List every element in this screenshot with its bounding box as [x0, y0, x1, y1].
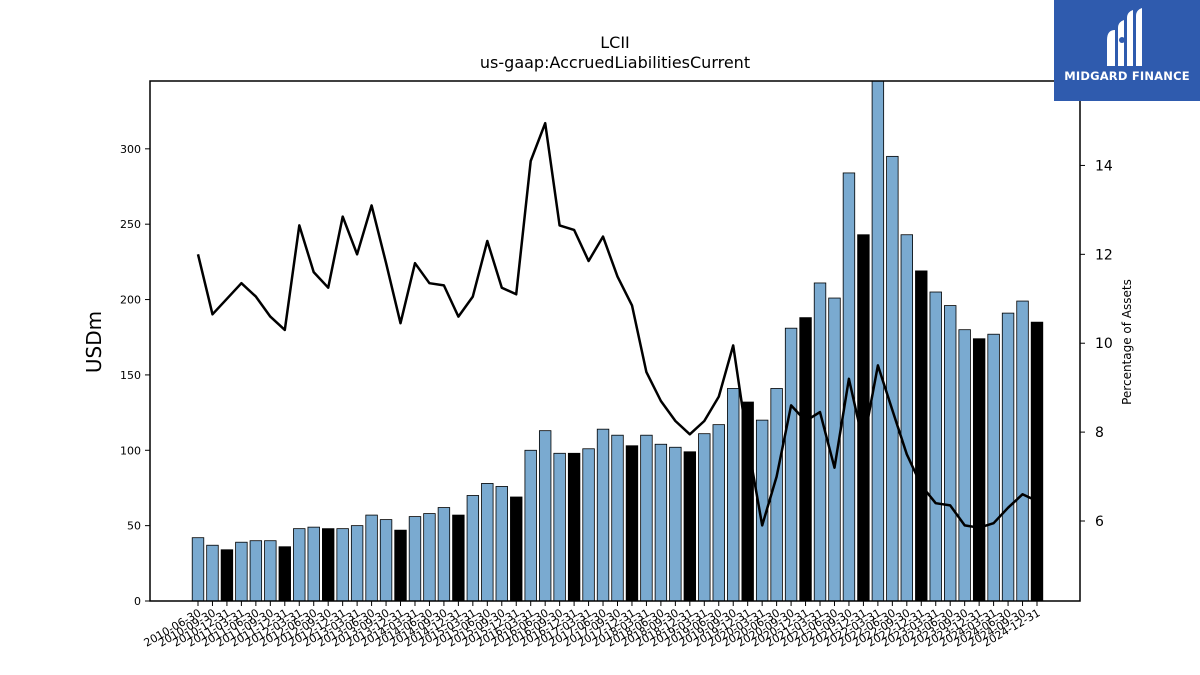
bar [842, 172, 856, 602]
bar [278, 546, 291, 602]
bar [640, 434, 653, 602]
bar [784, 327, 798, 602]
logo-mark-icon [1107, 8, 1142, 66]
bar [886, 155, 899, 602]
y-tick-label: 250 [120, 218, 141, 231]
bar [698, 433, 711, 602]
bar [596, 428, 610, 602]
bar [249, 540, 263, 602]
bar [712, 424, 725, 602]
bar [379, 519, 393, 602]
bar [987, 333, 1000, 602]
bar [365, 514, 378, 602]
bar [871, 80, 885, 602]
y2-tick-label: 14 [1095, 158, 1113, 174]
bar [322, 528, 335, 602]
y2-tick-label: 6 [1095, 514, 1104, 530]
bar [466, 495, 480, 602]
bar [538, 430, 552, 602]
bar [336, 528, 349, 602]
y2-tick-label: 8 [1095, 425, 1104, 441]
series-line [196, 121, 1038, 529]
logo-text: MIDGARD FINANCE [1064, 69, 1190, 83]
bar [293, 528, 306, 602]
y-tick-label: 100 [120, 444, 141, 457]
bar [567, 452, 581, 602]
bar [264, 540, 277, 602]
plot-frame [149, 80, 1081, 602]
bar [1030, 321, 1044, 602]
bar [813, 282, 827, 602]
bar [741, 401, 754, 602]
y2-tick-label: 10 [1095, 336, 1113, 352]
bar [408, 516, 422, 602]
bar [625, 445, 639, 602]
brand-logo: MIDGARD FINANCE [1054, 0, 1200, 101]
y2-axis-label: Percentage of Assets [1120, 279, 1134, 405]
bar [929, 291, 942, 602]
bar [958, 329, 971, 602]
bar [915, 270, 928, 602]
chart-title: LCII [600, 33, 630, 52]
bar [582, 448, 595, 602]
bar [481, 483, 494, 602]
y-tick-label: 300 [120, 143, 141, 156]
bar [1016, 300, 1029, 602]
bar [770, 388, 783, 602]
bar [394, 529, 407, 602]
chart-subtitle: us-gaap:AccruedLiabilitiesCurrent [480, 53, 750, 72]
bar [220, 549, 234, 602]
bar [423, 513, 436, 602]
bar [553, 452, 566, 602]
bar [191, 537, 205, 602]
bar [727, 388, 740, 602]
bar [900, 234, 913, 602]
bar [350, 525, 364, 602]
bar [524, 449, 537, 602]
bar [944, 305, 957, 602]
bar [669, 446, 682, 602]
bar [495, 486, 508, 602]
bar [437, 507, 451, 602]
y2-tick-label: 12 [1095, 247, 1113, 263]
y-tick-label: 200 [120, 294, 141, 307]
bar [307, 526, 320, 602]
bar [510, 496, 523, 602]
y-tick-label: 150 [120, 369, 141, 382]
y-tick-label: 50 [127, 520, 141, 533]
bar [611, 434, 624, 602]
bar [235, 541, 248, 602]
bar [452, 514, 465, 602]
bar [683, 451, 697, 602]
bar [972, 338, 986, 602]
bar [1001, 312, 1015, 602]
bar [654, 443, 668, 602]
bar [799, 317, 812, 602]
bar [206, 544, 219, 602]
y-axis-label: USDm [82, 311, 106, 373]
y-tick-label: 0 [134, 595, 141, 608]
